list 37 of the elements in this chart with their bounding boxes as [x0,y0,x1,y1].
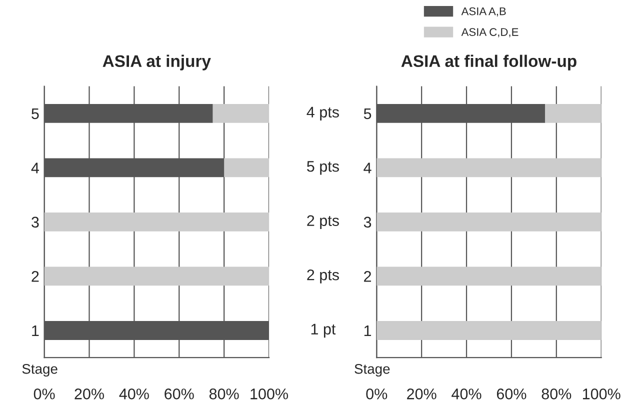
text: 2 pts [307,215,339,230]
x-tick-label: 0% [366,388,388,400]
x-tick-label: 100% [582,388,620,400]
chart-title: ASIA at final follow-up [401,54,576,70]
y-tick-label: 4 [31,162,39,174]
bar [44,266,270,286]
x-tick-label: 40% [119,388,149,400]
x-tick-label: 60% [496,388,526,400]
x-tick-label: 20% [407,388,436,400]
y-tick-label: 4 [364,162,372,174]
x-tick-label: 80% [542,388,572,400]
text: 1 pt [311,324,336,338]
y-tick-label: 5 [32,108,39,120]
text: 4 pts [306,106,339,121]
text: 2 pts [307,269,339,284]
y-tick-label: 2 [364,271,372,282]
y-tick-label: 2 [32,271,39,282]
y-axis-title: Stage [354,364,390,377]
x-tick-label: 40% [452,388,482,400]
chart-title: ASIA at injury [102,54,211,70]
y-tick-label: 1 [364,325,372,336]
y-tick-label: 5 [364,108,372,120]
y-tick-label: 3 [364,216,372,228]
x-tick-label: 100% [250,388,288,400]
bar [224,158,270,178]
x-tick-label: 20% [74,388,104,400]
y-tick-label: 3 [32,216,39,228]
y-axis-title: Stage [22,364,58,377]
legend-label: ASIA A,B [461,7,506,17]
text: 5 pts [307,161,339,175]
x-tick-label: 0% [34,388,55,400]
x-tick-label: 60% [164,388,194,400]
legend-label: ASIA C,D,E [461,28,518,38]
bar [44,212,270,232]
y-tick-label: 1 [32,325,39,336]
x-tick-label: 80% [209,388,239,400]
bar [212,104,270,123]
